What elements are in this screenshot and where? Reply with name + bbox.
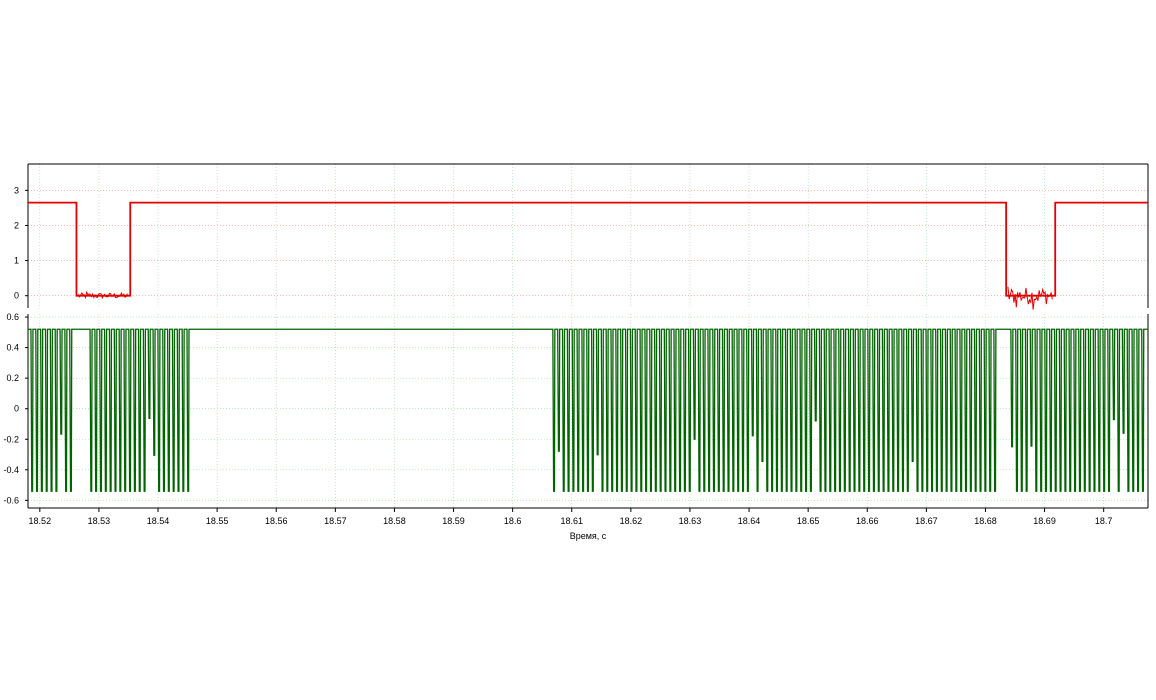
y-tick-label: 0.4 — [6, 343, 19, 353]
x-tick-label: 18.69 — [1033, 516, 1056, 526]
x-tick-label: 18.55 — [206, 516, 229, 526]
x-axis-label: Время, с — [570, 531, 607, 541]
x-tick-label: 18.65 — [797, 516, 820, 526]
x-tick-label: 18.52 — [29, 516, 52, 526]
y-tick-label: 1 — [14, 256, 19, 266]
top-trace-line — [28, 201, 1148, 297]
x-tick-label: 18.54 — [147, 516, 170, 526]
x-tick-label: 18.63 — [679, 516, 702, 526]
x-tick-label: 18.68 — [974, 516, 997, 526]
x-tick-labels: 18.52 18.53 18.54 18.55 18.56 18.57 18.58 18.59… — [29, 508, 1113, 526]
y-tick-label: 0 — [14, 404, 19, 414]
x-tick-label: 18.59 — [442, 516, 465, 526]
y-tick-labels: 3 2 1 0 0.6 0.4 0.2 0 -0.2 -0.4 -0.6 — [3, 185, 28, 505]
x-tick-label: 18.53 — [88, 516, 111, 526]
y-tick-label: 0 — [14, 291, 19, 301]
axes-layer — [27, 163, 1149, 509]
x-tick-label: 18.7 — [1095, 516, 1113, 526]
x-tick-label: 18.61 — [560, 516, 583, 526]
y-tick-label: 3 — [14, 185, 19, 195]
x-tick-label: 18.56 — [265, 516, 288, 526]
y-tick-label: -0.4 — [3, 465, 19, 475]
y-tick-label: -0.2 — [3, 434, 19, 444]
top-trace-noise — [77, 290, 128, 300]
y-tick-label: 0.2 — [6, 373, 19, 383]
x-tick-label: 18.66 — [856, 516, 879, 526]
x-tick-label: 18.67 — [915, 516, 938, 526]
x-tick-label: 18.62 — [620, 516, 643, 526]
y-tick-label: 2 — [14, 220, 19, 230]
y-tick-label: -0.6 — [3, 495, 19, 505]
x-tick-label: 18.64 — [738, 516, 761, 526]
x-tick-label: 18.58 — [383, 516, 406, 526]
x-tick-label: 18.57 — [324, 516, 347, 526]
trace-layer — [28, 201, 1148, 492]
top-trace-noise — [1007, 286, 1053, 310]
y-tick-label: 0.6 — [6, 312, 19, 322]
bottom-trace-line — [28, 328, 1148, 492]
x-tick-label: 18.6 — [504, 516, 522, 526]
